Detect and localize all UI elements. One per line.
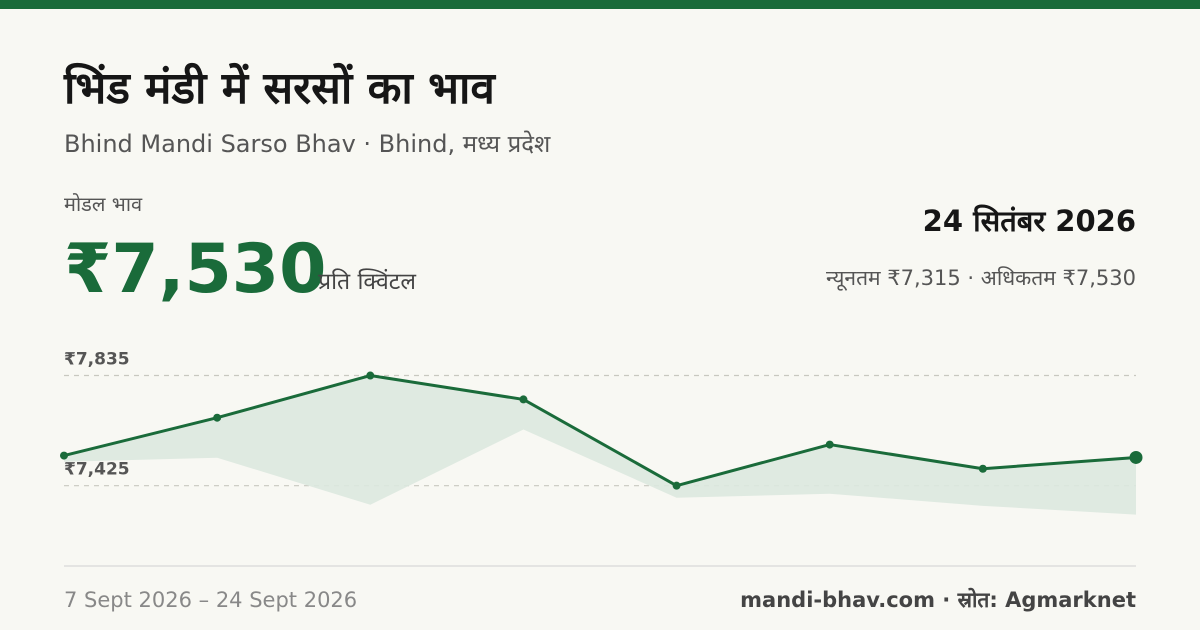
title: भिंड मंडी में सरसों का भाव xyxy=(63,62,496,114)
price-line xyxy=(63,374,1137,488)
period: 7 Sept 2026 – 24 Sept 2026 xyxy=(64,588,357,612)
subtitle: Bhind Mandi Sarso Bhav · Bhind, मध्य प्र… xyxy=(64,130,551,158)
chart: ₹7,835 ₹7,425 xyxy=(60,350,1143,515)
price-label: मोडल भाव xyxy=(64,192,143,216)
point xyxy=(213,413,222,422)
y-tick-label: ₹7,425 xyxy=(64,460,130,480)
point xyxy=(60,451,68,460)
price-value: ₹7,530 xyxy=(64,230,326,309)
point xyxy=(366,371,375,380)
point xyxy=(672,481,681,490)
date: 24 सितंबर 2026 xyxy=(923,204,1136,238)
source: mandi-bhav.com · स्रोत: Agmarknet xyxy=(740,587,1136,612)
range-band xyxy=(64,375,1136,515)
price-unit: प्रति क्विंटल xyxy=(318,268,416,295)
point xyxy=(825,440,834,449)
point xyxy=(519,395,528,404)
point xyxy=(1129,450,1143,464)
price-range: न्यूनतम ₹7,315 · अधिकतम ₹7,530 xyxy=(826,266,1136,291)
top-bar xyxy=(0,0,1200,9)
point xyxy=(978,464,987,473)
y-tick-label: ₹7,835 xyxy=(64,350,130,370)
